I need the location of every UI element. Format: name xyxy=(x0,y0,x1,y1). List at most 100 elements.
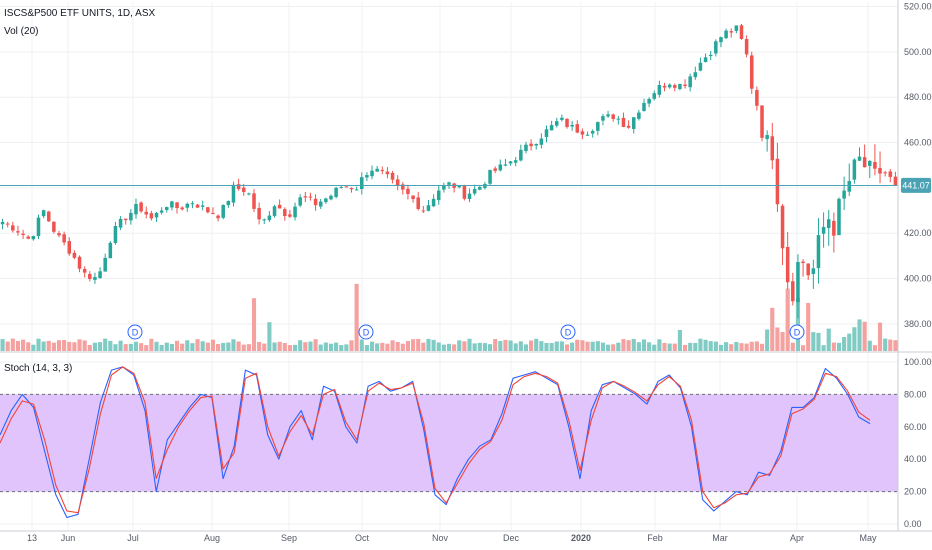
volume-bar xyxy=(847,333,852,351)
volume-bar xyxy=(487,344,493,351)
time-axis-tick: Jul xyxy=(127,533,139,543)
candle-body xyxy=(0,221,5,225)
volume-bar xyxy=(149,338,154,351)
volume-bar xyxy=(369,341,375,351)
volume-bar xyxy=(205,342,210,351)
candle-body xyxy=(339,187,343,189)
candle-body xyxy=(529,143,533,147)
candle-body xyxy=(657,84,662,95)
candle-body xyxy=(360,177,364,190)
candle-body xyxy=(488,169,492,184)
candle-body xyxy=(821,227,826,234)
candle-body xyxy=(693,72,698,78)
volume-bar xyxy=(159,345,164,351)
price-badge-label: 441.07 xyxy=(902,180,930,190)
volume-bar xyxy=(713,341,718,351)
volume-bar xyxy=(98,342,103,351)
volume-bar xyxy=(749,341,754,351)
volume-bar xyxy=(180,343,185,351)
volume-bar xyxy=(210,339,216,351)
candle-body xyxy=(313,198,318,206)
candle-body xyxy=(837,198,841,236)
volume-bar xyxy=(87,344,92,351)
candle-body xyxy=(472,188,477,194)
volume-bar xyxy=(585,341,590,351)
volume-bar xyxy=(641,339,647,351)
candle-body xyxy=(801,261,805,264)
candle-body xyxy=(883,172,887,174)
candle-body xyxy=(631,117,636,129)
volume-bar xyxy=(31,344,36,351)
volume-bar xyxy=(287,345,292,351)
volume-bar xyxy=(221,342,226,351)
volume-bar xyxy=(375,343,380,351)
volume-bar xyxy=(759,343,765,351)
candle-body xyxy=(329,195,333,200)
volume-bar xyxy=(806,303,811,351)
candle-body xyxy=(375,168,379,172)
candle-body xyxy=(149,213,154,219)
volume-bar xyxy=(811,332,816,351)
candle-body xyxy=(277,204,282,209)
time-axis-tick: Mar xyxy=(712,533,728,543)
candle-body xyxy=(88,273,92,279)
volume-bar xyxy=(534,338,539,351)
candle-body xyxy=(390,172,395,180)
candle-body xyxy=(380,170,385,172)
stoch-axis-tick: 100.00 xyxy=(904,357,932,367)
volume-bar xyxy=(164,342,169,351)
volume-bar xyxy=(477,342,482,351)
volume-bar xyxy=(677,329,682,351)
candle-body xyxy=(72,252,77,258)
volume-bar xyxy=(67,341,72,351)
candle-body xyxy=(159,210,164,213)
volume-bar xyxy=(231,339,236,351)
candle-body xyxy=(57,233,61,236)
volume-bar xyxy=(718,344,724,351)
candle-body xyxy=(498,164,503,171)
candle-body xyxy=(483,184,487,188)
volume-bar xyxy=(652,344,657,351)
candle-body xyxy=(144,211,149,215)
volume-bar xyxy=(580,340,585,351)
price-axis-tick: 400.00 xyxy=(904,274,932,284)
volume-bar xyxy=(339,345,344,351)
volume-bar xyxy=(436,342,441,351)
candle-body xyxy=(873,161,877,169)
dividend-marker-label: D xyxy=(565,328,572,338)
volume-bar xyxy=(575,339,580,351)
candle-body xyxy=(560,117,564,120)
candle-body xyxy=(780,205,785,249)
candle-body xyxy=(334,187,338,197)
candle-body xyxy=(868,160,872,166)
candle-body xyxy=(534,144,538,146)
time-axis-tick: Dec xyxy=(503,533,520,543)
candle-body xyxy=(185,203,190,208)
candle-body xyxy=(370,170,374,177)
volume-bar xyxy=(400,343,405,351)
time-axis-tick: 2020 xyxy=(571,533,591,543)
candle-body xyxy=(570,124,574,127)
volume-bar xyxy=(277,341,282,351)
volume-bar xyxy=(298,340,303,351)
volume-bar xyxy=(518,341,523,351)
volume-bar xyxy=(857,319,862,351)
price-axis-tick: 520.00 xyxy=(904,2,932,12)
candle-body xyxy=(349,187,354,190)
volume-bar xyxy=(292,344,298,351)
volume-bar xyxy=(26,342,31,351)
volume-bar xyxy=(200,341,205,351)
dividend-marker xyxy=(560,324,576,340)
volume-bar xyxy=(416,338,421,351)
volume-bar xyxy=(77,339,82,351)
volume-bar xyxy=(46,340,51,351)
volume-bar xyxy=(462,341,467,351)
volume-bar xyxy=(785,288,790,351)
volume-bar xyxy=(801,345,806,351)
candle-body xyxy=(154,212,159,218)
candle-body xyxy=(103,257,107,272)
candle-body xyxy=(678,83,682,90)
candle-body xyxy=(93,277,97,280)
volume-bar xyxy=(5,341,10,351)
